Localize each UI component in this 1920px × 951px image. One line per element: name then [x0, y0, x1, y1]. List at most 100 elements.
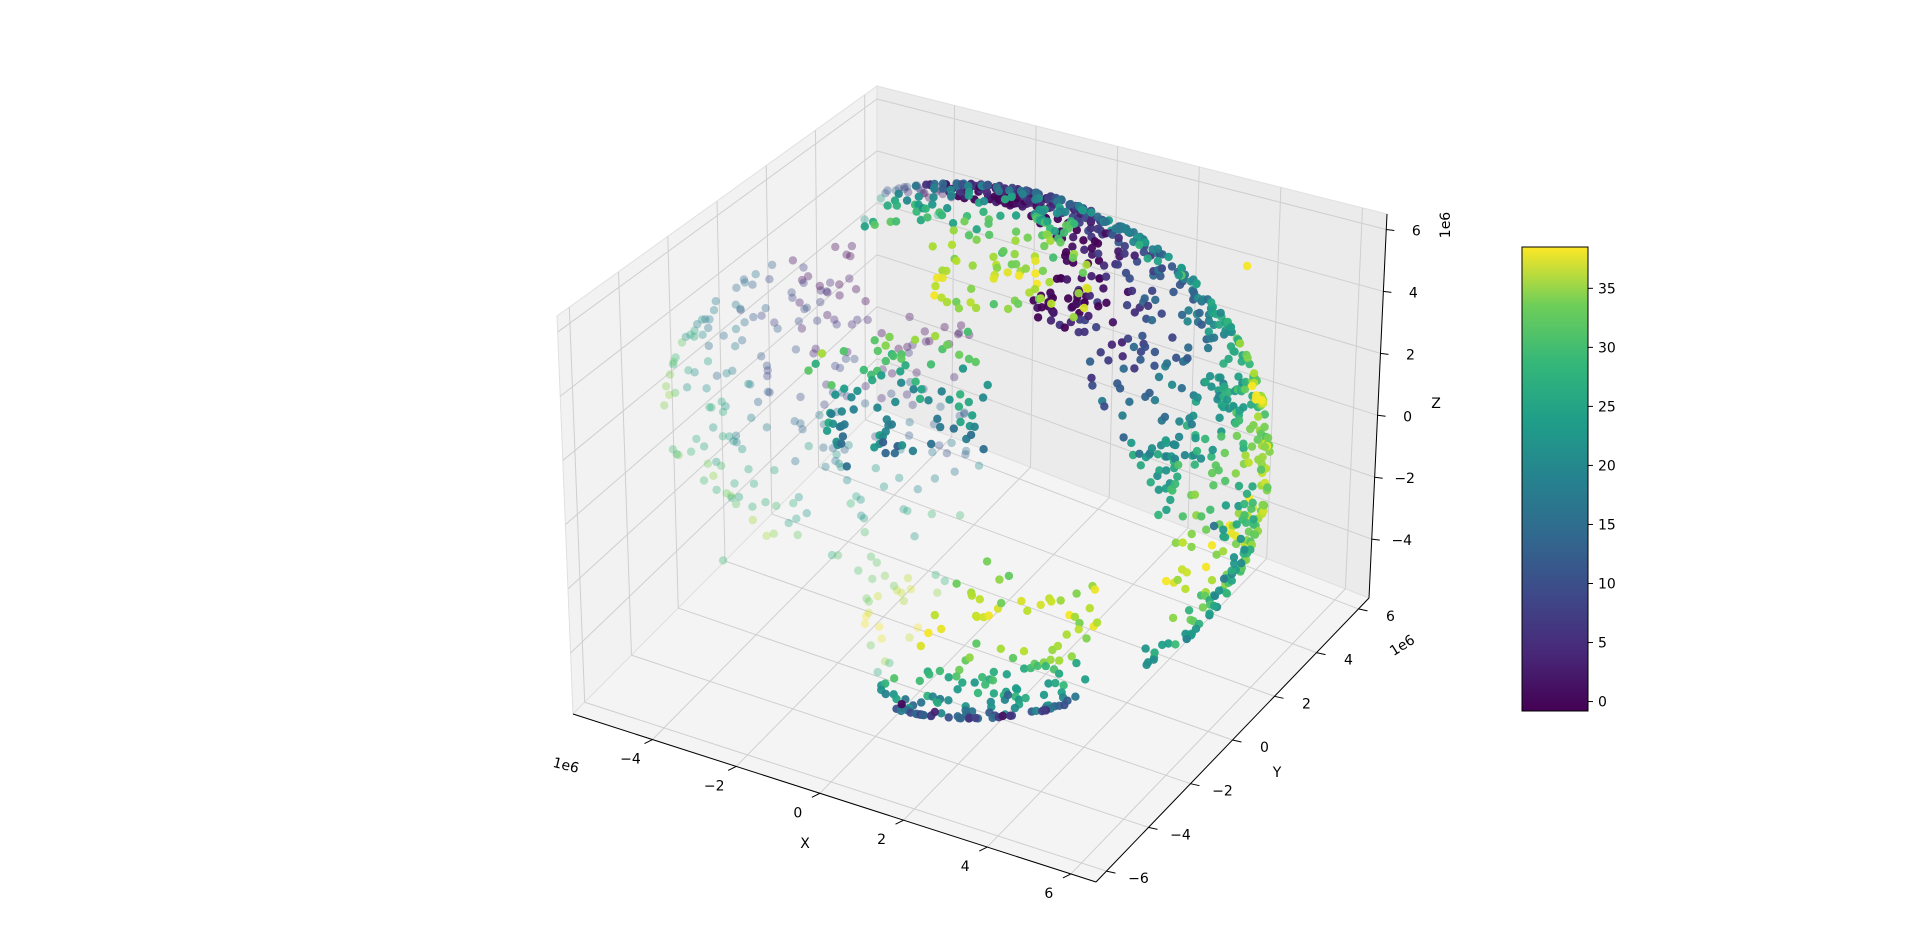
scatter-point [1205, 372, 1215, 381]
scatter-point [930, 707, 939, 717]
scatter-point [879, 482, 889, 491]
colorbar-ticks: 0 5 10 15 20 25 30 35 [1588, 281, 1616, 711]
scatter-point [1081, 675, 1090, 684]
colorbar-tick-label: 30 [1598, 340, 1616, 356]
scatter-point [955, 511, 965, 520]
scatter-point [1154, 510, 1163, 520]
scatter-point [1145, 388, 1154, 398]
scatter-point [1039, 706, 1049, 715]
scatter-point [718, 407, 728, 417]
scatter-point [1154, 372, 1164, 382]
scatter-point [1204, 327, 1214, 336]
scatter-point [974, 461, 984, 470]
scatter-point [933, 698, 942, 707]
scatter-point [1193, 393, 1202, 402]
scatter-point [860, 399, 870, 408]
scatter-point [682, 383, 692, 392]
scatter-point [1072, 225, 1082, 235]
scatter-point [1087, 272, 1096, 281]
scatter-point [1180, 451, 1190, 460]
scatter-point [1046, 236, 1055, 245]
scatter-point [1178, 512, 1188, 521]
scatter-point [739, 275, 749, 284]
z-tick-label: −4 [1391, 533, 1412, 549]
scatter-point [1000, 195, 1010, 204]
scatter-point [1231, 469, 1241, 478]
scatter-point [1183, 317, 1192, 326]
scatter-point [773, 324, 782, 333]
colorbar-tick-label: 10 [1598, 576, 1616, 592]
scatter-point [1074, 289, 1083, 298]
scatter-point [1036, 294, 1046, 303]
scatter-point [978, 673, 987, 682]
scatter-point [883, 201, 892, 210]
scatter-point [1162, 438, 1171, 448]
scatter-point [1191, 434, 1200, 443]
scatter-point [972, 639, 981, 648]
scatter-point [960, 408, 969, 417]
scatter-point [1189, 287, 1198, 296]
scatter-point [822, 426, 832, 435]
scatter-point [1205, 609, 1214, 618]
z-axis-line [1368, 213, 1388, 599]
scatter-point [1080, 245, 1089, 254]
scatter-point [1094, 249, 1103, 258]
scatter-point [847, 241, 857, 251]
scatter-point [1209, 521, 1219, 531]
scatter-point [923, 213, 932, 222]
scatter-point [983, 380, 992, 390]
scatter-point [901, 361, 910, 370]
scatter-point [719, 331, 728, 340]
scatter-point [1054, 669, 1064, 678]
scatter-point [1127, 438, 1136, 448]
scatter-point [1187, 420, 1197, 429]
scatter-point [727, 493, 736, 503]
scatter-point [1240, 499, 1249, 509]
scatter-point [1195, 308, 1204, 318]
scatter-point [712, 457, 721, 467]
scatter-point [1169, 287, 1178, 297]
scatter-point [1263, 433, 1273, 442]
scatter-point [1220, 533, 1230, 542]
scatter-point [787, 288, 796, 297]
scatter-point [1201, 562, 1211, 572]
z-tick [1377, 414, 1386, 417]
scatter-point [1036, 600, 1045, 610]
scatter-point [995, 575, 1004, 584]
scatter-point [964, 354, 974, 364]
scatter-point [859, 514, 869, 523]
scatter-point [1052, 209, 1062, 218]
scatter-point [731, 431, 741, 440]
scatter-point [1192, 446, 1202, 456]
scatter-point [797, 324, 807, 333]
scatter-point [965, 714, 974, 723]
scatter-point [897, 588, 906, 598]
scatter-point [734, 492, 744, 502]
scatter-point [1153, 244, 1163, 253]
scatter-point [1189, 411, 1198, 420]
scatter-point [1056, 596, 1065, 605]
scatter-point [798, 425, 807, 434]
scatter-point [1068, 242, 1077, 251]
scatter-point [936, 402, 945, 411]
scatter-point [942, 266, 951, 276]
scatter-point [831, 242, 840, 252]
scatter-point [881, 356, 890, 366]
scatter-point [1178, 538, 1187, 547]
scatter-point [897, 700, 906, 709]
scatter-point [847, 320, 857, 329]
scatter-point [831, 456, 840, 466]
scatter-point [875, 622, 884, 631]
scatter-point [902, 196, 912, 205]
scatter-point [740, 278, 750, 287]
scatter-point [1004, 571, 1014, 581]
scatter-point [877, 394, 886, 403]
scatter-point [1119, 364, 1128, 373]
scatter-point [796, 392, 805, 402]
scatter-point [709, 423, 718, 432]
y-gridline [818, 466, 1317, 654]
x-tick-label: 0 [793, 805, 802, 821]
scatter-point [789, 499, 798, 508]
scatter-point [740, 318, 749, 327]
scatter-point [722, 489, 731, 498]
